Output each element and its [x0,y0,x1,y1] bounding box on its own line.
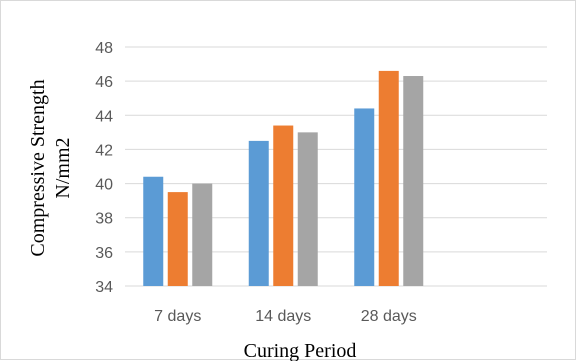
bar [167,192,188,286]
y-tick-label: 40 [95,177,113,194]
y-tick-label: 34 [95,279,113,296]
y-tick-label: 38 [95,211,113,228]
gridlines [125,46,547,287]
y-axis-title-line2: N/mm2 [52,137,74,198]
x-axis-title: Curing Period [244,340,357,361]
bar [143,176,164,286]
x-tick-label: 28 days [361,308,417,325]
x-tick-label: 14 days [255,308,311,325]
bar [297,132,318,286]
x-tick-label: 7 days [154,308,201,325]
y-tick-label: 36 [95,245,113,262]
y-axis-ticks: 34 36 38 40 42 44 46 48 [95,40,113,296]
bar [403,76,424,287]
y-tick-label: 48 [95,40,113,57]
y-axis-title-line1: Compressive Strength [27,79,49,256]
bar [378,70,399,287]
y-tick-label: 42 [95,142,113,159]
bar [248,140,269,286]
y-tick-label: 44 [95,108,113,125]
y-tick-label: 46 [95,74,113,91]
bar [354,108,375,286]
bar [273,125,294,287]
x-axis-ticks: 7 days 14 days 28 days [154,308,417,325]
bars [143,70,424,287]
bar [192,183,213,286]
